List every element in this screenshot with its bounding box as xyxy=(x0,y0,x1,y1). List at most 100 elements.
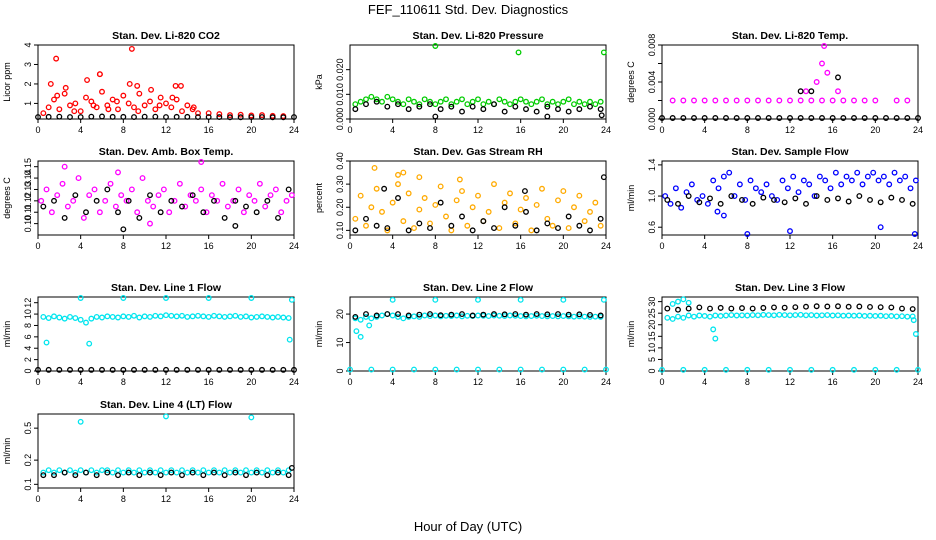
x-tick-label: 12 xyxy=(473,377,483,387)
data-point xyxy=(125,469,132,476)
y-tick-label: 0.30 xyxy=(335,175,345,193)
data-point xyxy=(808,115,815,121)
data-point xyxy=(232,222,239,229)
data-point xyxy=(195,110,201,117)
data-point xyxy=(491,311,497,318)
data-point xyxy=(168,469,175,476)
data-point xyxy=(469,312,476,319)
data-point xyxy=(47,80,54,87)
data-point xyxy=(829,366,836,373)
data-point xyxy=(216,366,223,373)
data-point xyxy=(821,43,828,49)
data-point xyxy=(115,169,121,176)
data-point xyxy=(910,317,917,324)
plot-frame xyxy=(37,44,295,120)
x-tick-label: 20 xyxy=(246,494,256,504)
data-point xyxy=(909,306,916,312)
data-point xyxy=(211,469,217,476)
data-point xyxy=(861,115,868,121)
data-point xyxy=(67,313,73,320)
data-point xyxy=(357,316,364,323)
data-point xyxy=(899,313,905,320)
data-point xyxy=(136,214,143,221)
data-point xyxy=(40,472,47,479)
data-point xyxy=(904,97,911,104)
x-tick-label: 24 xyxy=(601,377,611,387)
data-point xyxy=(253,209,260,216)
data-point xyxy=(710,326,717,333)
data-point xyxy=(99,88,105,95)
x-tick-label: 20 xyxy=(870,241,880,251)
x-tick-label: 4 xyxy=(702,377,707,387)
data-point xyxy=(464,101,471,108)
data-point xyxy=(259,313,265,320)
data-point xyxy=(168,197,175,204)
data-point xyxy=(533,201,540,208)
data-point xyxy=(528,227,535,234)
data-point xyxy=(859,181,866,188)
data-point xyxy=(792,304,799,311)
data-point xyxy=(600,49,607,56)
data-point xyxy=(717,304,724,311)
data-point xyxy=(115,314,121,321)
data-point xyxy=(813,193,820,200)
data-point xyxy=(792,312,799,318)
data-point xyxy=(134,209,141,216)
data-point xyxy=(77,108,84,115)
data-point xyxy=(774,196,781,203)
data-point xyxy=(40,469,47,476)
data-point xyxy=(427,220,433,227)
data-point xyxy=(696,304,703,311)
data-point xyxy=(105,106,112,113)
data-point xyxy=(565,311,572,318)
data-point xyxy=(680,366,687,373)
data-point xyxy=(135,108,142,115)
y-tick-label: 0.15 xyxy=(23,158,33,176)
data-point xyxy=(126,80,133,87)
data-point xyxy=(366,322,373,329)
data-point xyxy=(264,197,271,204)
data-point xyxy=(389,366,396,373)
data-point xyxy=(667,200,674,207)
data-point xyxy=(459,188,465,195)
data-point xyxy=(156,102,163,109)
data-point xyxy=(576,98,583,105)
data-point xyxy=(501,98,508,105)
data-point xyxy=(675,298,681,305)
data-point xyxy=(765,97,772,104)
data-point xyxy=(56,314,63,321)
data-point xyxy=(195,366,201,373)
data-point xyxy=(742,196,749,203)
y-tick-label: 2 xyxy=(23,357,33,362)
data-point xyxy=(899,305,905,312)
data-point xyxy=(701,115,708,121)
data-point xyxy=(485,208,492,215)
y-tick-label: 15 xyxy=(647,331,657,341)
data-point xyxy=(680,115,687,121)
data-point xyxy=(710,177,717,184)
data-point xyxy=(856,303,863,310)
data-point xyxy=(43,339,50,346)
data-point xyxy=(704,200,711,207)
series-2 xyxy=(352,311,604,320)
data-point xyxy=(803,303,809,310)
data-point xyxy=(539,366,545,373)
data-point xyxy=(581,366,588,373)
data-point xyxy=(120,469,127,476)
data-point xyxy=(707,195,713,202)
data-point xyxy=(45,113,52,120)
data-point xyxy=(120,226,127,233)
y-tick-label: 0.13 xyxy=(23,181,33,199)
data-point xyxy=(896,177,903,184)
data-point xyxy=(379,208,385,215)
data-point xyxy=(352,313,359,320)
data-point xyxy=(195,312,201,319)
data-point xyxy=(405,96,412,103)
x-tick-label: 12 xyxy=(161,125,171,135)
data-point xyxy=(664,305,671,312)
data-point xyxy=(691,115,697,121)
data-point xyxy=(877,224,884,231)
panel-6: Stan. Dev. Sample Flow 0 4 8 12 16 20 24 0.6 1.0 1… xyxy=(626,146,923,251)
y-tick-label: 0.6 xyxy=(647,221,657,234)
data-point xyxy=(664,314,671,321)
